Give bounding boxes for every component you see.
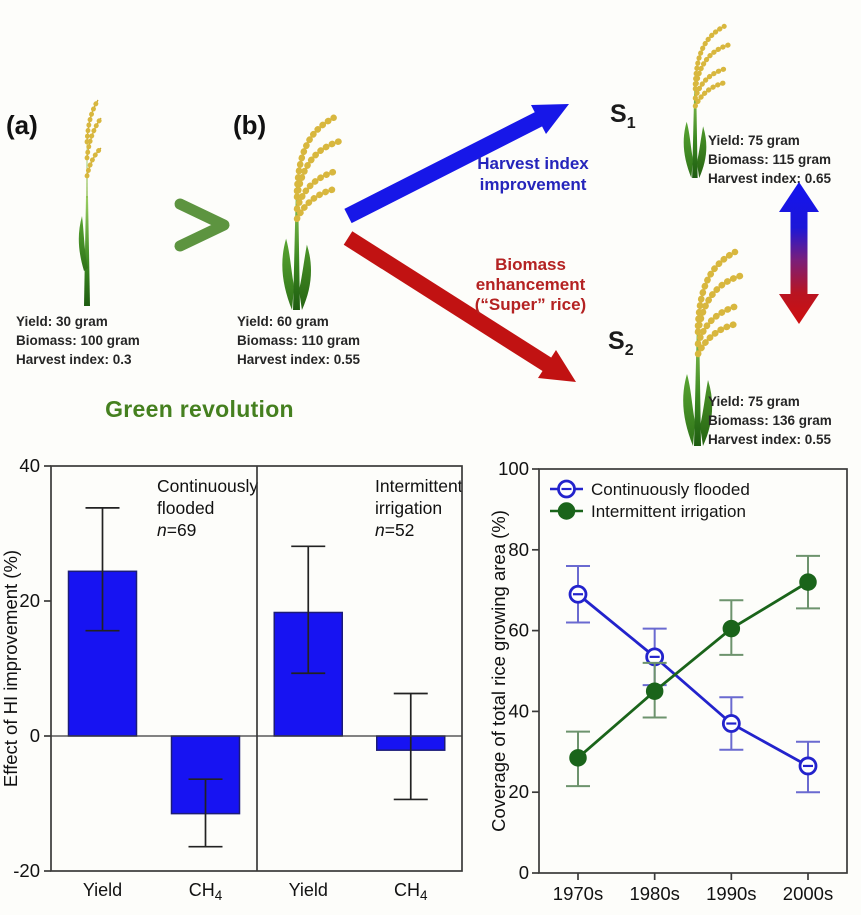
updown-gradient-arrow-icon	[779, 182, 819, 324]
s1-stats: Yield: 75 gram Biomass: 115 gram Harvest…	[708, 131, 831, 188]
data-point-marker	[722, 619, 741, 638]
error-bar	[291, 545, 326, 675]
stat-line: Biomass: 115 gram	[708, 152, 832, 167]
y-tick-label: 80	[508, 539, 529, 560]
biomass-enhancement-label: Biomass enhancement (“Super” rice)	[474, 255, 587, 314]
x-tick-label: CH4	[394, 880, 428, 903]
rice-plant-b	[246, 92, 346, 310]
panel-annotation: Intermittent	[375, 476, 463, 496]
panel-annotation: Continuously	[157, 476, 258, 496]
y-tick-label: 20	[508, 781, 529, 802]
green-revolution-caption: Green revolution	[105, 396, 294, 422]
error-bar	[85, 507, 120, 632]
s2-stats: Yield: 75 gram Biomass: 136 gram Harvest…	[708, 392, 832, 449]
plant-a-stats: Yield: 30 gram Biomass: 100 gram Harvest…	[16, 312, 140, 369]
plot-border	[538, 468, 848, 874]
series-line	[577, 593, 809, 768]
hi-improvement-arrow-icon	[344, 104, 569, 224]
error-bar	[393, 692, 428, 801]
s1-label: S1	[610, 100, 636, 132]
stat-line: Yield: 60 gram	[237, 314, 329, 329]
panel-annotation: flooded	[157, 498, 214, 518]
x-tick-label: Yield	[289, 880, 328, 900]
data-point-marker	[645, 682, 664, 700]
panel-annotation: n=69	[157, 520, 196, 540]
panel-annotation: n=52	[375, 520, 414, 540]
stat-line: Yield: 75 gram	[708, 133, 800, 148]
data-point-marker	[799, 573, 817, 591]
data-point-marker	[569, 749, 587, 767]
y-tick-label: 60	[508, 620, 529, 641]
y-tick-label: 0	[30, 725, 40, 746]
x-tick-label: 1970s	[553, 883, 603, 904]
stat-line: Harvest index: 0.3	[16, 352, 132, 367]
line-chart: 0 20 40 60 80 100 1970s 1980s 1990s 2000s Continuo…	[490, 458, 848, 904]
diagram: (a) Yield: 30 gram Biomass: 100 gram Har…	[0, 0, 861, 455]
stat-line: Biomass: 136 gram	[708, 413, 832, 428]
legend-item-label: Continuously flooded	[591, 480, 750, 499]
series-line	[577, 580, 809, 759]
stat-line: Harvest index: 0.55	[708, 432, 832, 447]
green-arrow-icon	[118, 198, 230, 252]
plant-b-stats: Yield: 60 gram Biomass: 110 gram Harvest…	[237, 312, 360, 369]
panel-annotation: irrigation	[375, 498, 442, 518]
error-bar	[188, 778, 223, 848]
y-tick-label: 0	[519, 862, 529, 883]
x-tick-label: 1990s	[706, 883, 756, 904]
stat-line: Yield: 75 gram	[708, 394, 800, 409]
legend-item-label: Intermittent irrigation	[591, 502, 746, 521]
y-axis-label: Coverage of total rice growing area (%)	[490, 510, 509, 832]
y-tick-label: 20	[19, 590, 40, 611]
data-point-marker	[557, 502, 576, 520]
stat-line: Yield: 30 gram	[16, 314, 108, 329]
x-tick-label: 1980s	[629, 883, 679, 904]
stat-line: Biomass: 110 gram	[237, 333, 361, 348]
panel-b-label: (b)	[233, 110, 267, 140]
y-tick-label: 40	[19, 455, 40, 476]
panel-a-label: (a)	[6, 110, 38, 140]
s2-label: S2	[608, 327, 634, 359]
hi-improvement-label: Harvest index improvement	[477, 154, 589, 194]
x-tick-label: 2000s	[783, 883, 833, 904]
y-tick-label: 100	[498, 458, 529, 479]
stat-line: Harvest index: 0.55	[237, 352, 361, 367]
x-tick-label: Yield	[83, 880, 122, 900]
y-tick-label: 40	[508, 700, 529, 721]
stat-line: Harvest index: 0.65	[708, 171, 832, 186]
y-axis-label: Effect of HI improvement (%)	[0, 550, 21, 787]
stat-line: Biomass: 100 gram	[16, 333, 140, 348]
y-tick-label: -20	[13, 860, 40, 881]
x-tick-label: CH4	[189, 880, 223, 903]
rice-plant-a	[56, 66, 118, 306]
biomass-arrow-icon	[343, 231, 576, 382]
